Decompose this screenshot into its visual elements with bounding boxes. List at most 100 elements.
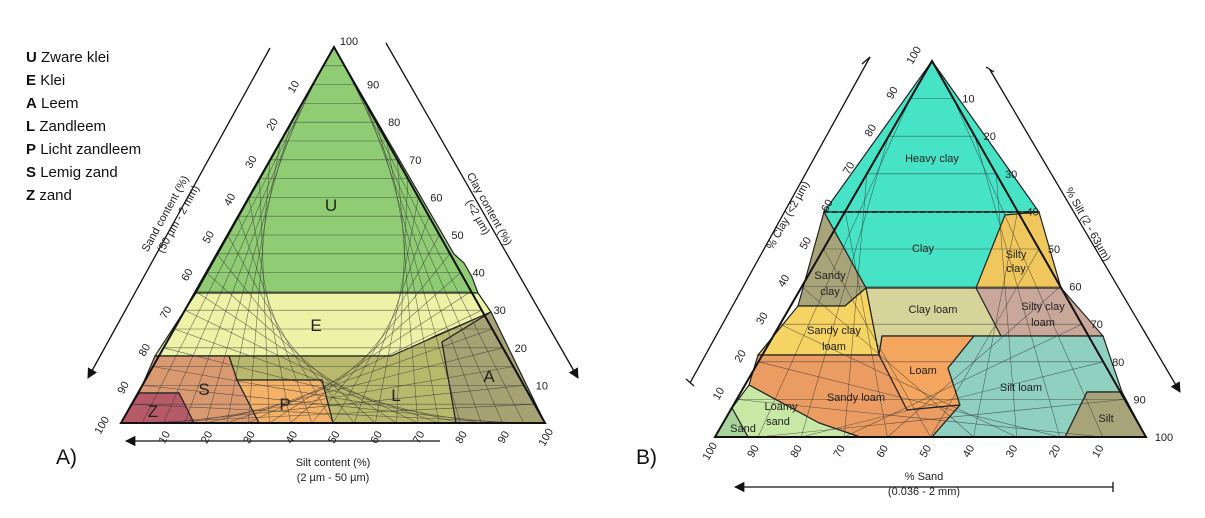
sand-tick-label: 10 [286, 79, 303, 96]
clay-tick-label: 20 [515, 343, 527, 355]
legend-item: S Lemig zand [26, 164, 118, 181]
legend-item: E Klei [26, 72, 66, 89]
region-label-z: Z [148, 402, 158, 421]
region-label-sandy-clay-loam-2: loam [822, 341, 846, 353]
silt-percent-tick-label: 20 [984, 131, 996, 143]
region-label-s: S [198, 380, 209, 399]
sand-tick-label: 20 [265, 116, 282, 133]
panel-b-triangle-border [713, 58, 1148, 438]
silt-percent-tick-label: 70 [1091, 319, 1103, 331]
clay-tick-label: 50 [451, 230, 463, 242]
region-label-silt: Silt [1098, 413, 1113, 425]
clay-tick-label: 100 [340, 36, 358, 48]
silt-percent-tick-label: 50 [1048, 244, 1060, 256]
legend-item: L Zandleem [26, 118, 107, 135]
sand-percent-tick-label: 80 [788, 443, 805, 460]
clay-tick-label: 40 [472, 268, 484, 280]
clay-percent-tick-label: 70 [841, 160, 858, 177]
clay-percent-tick-label: 50 [798, 235, 815, 252]
sand-percent-axis-subtitle: (0.036 - 2 mm) [888, 486, 960, 498]
sand-percent-tick-label: 10 [1090, 443, 1107, 460]
grid-line [142, 403, 535, 424]
clay-percent-tick-label: 20 [733, 348, 750, 365]
grid-line [311, 253, 451, 424]
grid-line [216, 253, 355, 424]
grid-line [823, 248, 931, 438]
region-label-e: E [310, 316, 321, 335]
region-label-silty-clay-2: clay [1006, 263, 1026, 275]
silt-tick-label: 50 [326, 429, 343, 446]
grid-line [174, 328, 440, 424]
region-label-sandy-clay: Sandy [814, 270, 846, 282]
sand-tick-label: 80 [137, 342, 154, 359]
region-label-heavy-clay: Heavy clay [905, 153, 959, 165]
legend-item: U Zware klei [26, 49, 110, 66]
grid-line [184, 366, 514, 424]
region-label-loamy-sand: Loamy [764, 401, 798, 413]
region-sandy-clay-loam [756, 286, 880, 356]
panel-b-tag: B) [636, 446, 657, 469]
grid-line [131, 403, 524, 424]
panel-a-triangle-border [119, 44, 547, 424]
clay-tick-label: 70 [409, 155, 421, 167]
region-u [194, 45, 479, 294]
region-label-a: A [483, 367, 495, 386]
clay-percent-tick-label: 60 [819, 198, 836, 215]
region-label-clay-loam: Clay loam [909, 304, 958, 316]
silt-percent-tick-label: 80 [1112, 357, 1124, 369]
sand-percent-tick-label: 30 [1004, 443, 1021, 460]
clay-tick-label: 30 [494, 305, 506, 317]
panel-a-tag: A) [56, 446, 77, 469]
sand-tick-label: 50 [201, 229, 218, 246]
grid-line [195, 291, 397, 424]
region-label-sandy-loam: Sandy loam [827, 392, 885, 404]
sand-percent-axis-title: % Sand [905, 471, 944, 483]
silt-tick-label: 60 [369, 429, 386, 446]
region-label-p: P [279, 395, 290, 414]
grid-line [758, 399, 1125, 438]
clay-percent-tick-label: 30 [754, 310, 771, 327]
region-label-sandy-clay-2: clay [820, 286, 840, 298]
silt-percent-tick-label: 40 [1026, 206, 1038, 218]
clay-tick-label: 80 [388, 117, 400, 129]
clay-tick-label: 90 [367, 80, 379, 92]
silt-axis-title: Silt content (%) [296, 457, 371, 469]
sand-percent-tick-label: 100 [701, 441, 721, 463]
silt-tick-label: 20 [199, 429, 216, 446]
silt-percent-tick-label: 30 [1005, 169, 1017, 181]
silt-tick-label: 90 [496, 429, 513, 446]
region-label-u: U [325, 196, 337, 215]
region-label-loam: Loam [909, 365, 937, 377]
region-label-silty-clay-loam: Silty clay [1021, 301, 1065, 313]
panel-a-grid [131, 65, 535, 424]
clay-percent-tick-label: 90 [884, 85, 901, 102]
silt-tick-label: 70 [411, 429, 428, 446]
legend-item: A Leem [26, 95, 79, 112]
clay-percent-tick-label: 10 [711, 386, 728, 403]
panel-b-arrows [685, 56, 1181, 493]
silt-axis-subtitle: (2 µm - 50 µm) [297, 472, 370, 484]
region-label-sandy-clay-loam: Sandy clay [807, 325, 861, 337]
clay-tick-label: 60 [430, 192, 442, 204]
clay-percent-tick-label: 40 [776, 273, 793, 290]
silt-tick-label: 10 [157, 429, 174, 446]
sand-percent-tick-label: 20 [1047, 443, 1064, 460]
panel-b: Heavy clay Clay Silty clay Sandy clay Cl… [636, 45, 1181, 498]
sand-percent-tick-label: 60 [875, 443, 892, 460]
sand-percent-tick-label: 90 [745, 443, 762, 460]
region-heavy-clay [822, 59, 1041, 213]
silt-tick-label: 40 [284, 429, 301, 446]
sand-tick-label: 40 [222, 192, 239, 209]
silt-percent-tick-label: 100 [1155, 432, 1173, 444]
region-label-sand: Sand [730, 423, 756, 435]
region-label-silt-loam: Silt loam [1000, 382, 1042, 394]
panel-b-ticks: 100 90 80 70 60 50 40 30 20 10 10 20 30 40 50 60 70 80 90 1… [701, 45, 1174, 463]
grid-line [736, 399, 1103, 438]
silt-percent-axis-title: % Silt (2 - 63µm) [1062, 186, 1112, 264]
sand-tick-label: 100 [93, 415, 113, 437]
region-label-clay: Clay [912, 243, 935, 255]
region-label-loamy-sand-2: sand [766, 416, 790, 428]
legend-item: Z zand [26, 187, 72, 204]
panel-a-ticks: 10 20 30 40 50 60 70 80 90 100 100 90 80 70 60 50 40 30 20… [93, 36, 557, 448]
